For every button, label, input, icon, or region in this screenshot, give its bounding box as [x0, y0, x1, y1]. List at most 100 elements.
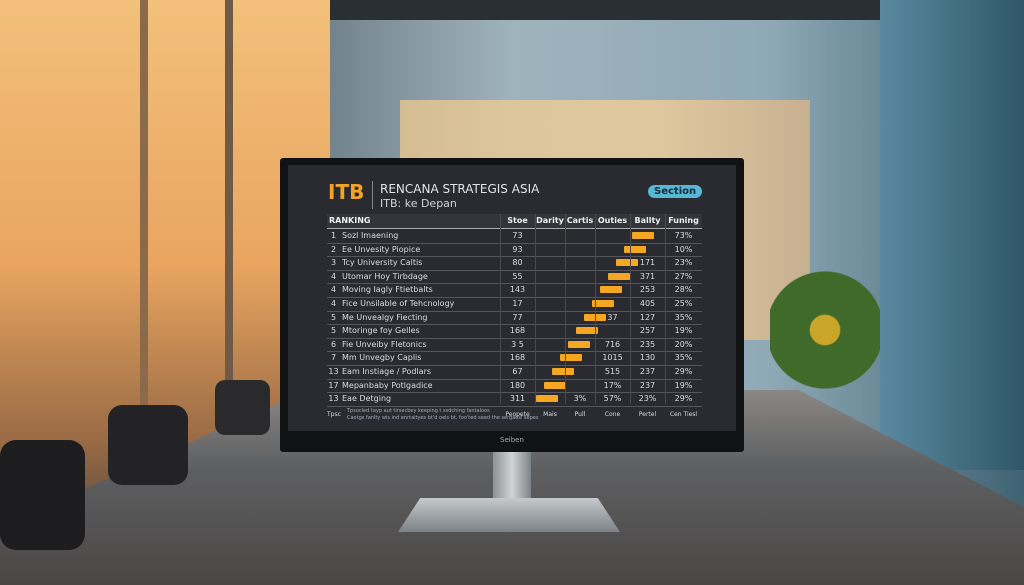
cell: 13	[328, 394, 339, 404]
row-line	[327, 283, 702, 285]
table: RANKING Stoe Darity Cartis Outies Ballty Funin…	[327, 214, 702, 421]
bar	[608, 272, 630, 280]
name-cell: Mtoringe foy Gelles	[342, 326, 420, 336]
name-cell: Tcy University Caltis	[342, 258, 423, 268]
bar	[552, 368, 574, 375]
name-cell: Utomar Hoy Tirbdage	[342, 271, 428, 281]
cell: 1015	[602, 353, 623, 363]
name-cell: Eam Instiage / Podlars	[342, 367, 432, 376]
cell: 235	[639, 339, 656, 349]
screen	[288, 165, 736, 431]
row-line	[327, 310, 702, 312]
cell: 27%	[674, 271, 693, 281]
ceiling	[330, 0, 890, 20]
window-frame	[225, 0, 233, 420]
row-line	[327, 392, 702, 394]
cell: 67	[512, 367, 523, 376]
cell: 29%	[674, 394, 693, 404]
cell: 19%	[674, 326, 693, 336]
cell: 371	[639, 271, 656, 281]
cell: 3	[330, 258, 337, 268]
cell: 93	[512, 244, 523, 254]
col-line	[535, 214, 536, 404]
cell: 17	[512, 299, 523, 308]
row-line	[327, 256, 702, 258]
cell: 73%	[674, 231, 693, 240]
cell: 55	[512, 271, 523, 281]
cell: 20%	[674, 339, 693, 349]
cell: 4	[330, 271, 337, 281]
footer-label: Pull	[574, 410, 586, 418]
cell: 515	[604, 367, 621, 376]
col-line	[595, 214, 596, 404]
cell: 13	[328, 367, 339, 376]
cell: 77	[512, 312, 523, 322]
bar	[576, 327, 598, 335]
cell: 716	[604, 339, 621, 349]
row-line	[327, 297, 702, 298]
name-cell: Eae Detging	[342, 394, 392, 404]
name-cell: Mepanbaby Potlgadice	[342, 380, 433, 390]
divider	[372, 181, 373, 209]
cell: 5	[330, 312, 337, 322]
row-line	[327, 337, 702, 339]
chair	[108, 405, 188, 485]
cell: 25%	[674, 299, 693, 308]
cell: 1	[330, 231, 337, 240]
screen-subtitle: ITB: ke Depan	[380, 197, 457, 210]
row-line	[327, 378, 702, 380]
logo: ITB	[328, 180, 365, 204]
cell: 23%	[638, 394, 657, 404]
cell: 3%	[573, 394, 587, 404]
cell: 5	[330, 326, 337, 336]
cell: 237	[639, 380, 656, 390]
cell: 405	[639, 299, 656, 308]
name-cell: Fie Unveiby Fletonics	[342, 339, 427, 349]
monitor-brand: Seiben	[500, 436, 524, 444]
col-line	[665, 214, 666, 404]
footer-tag: Tpsc	[327, 410, 341, 418]
cell: 57%	[603, 394, 622, 404]
name-cell: Mm Unvegby Caplis	[342, 353, 422, 363]
cell: 127	[639, 312, 656, 322]
col-line	[565, 214, 566, 404]
name-cell: Moving Iagly Ftietbalts	[342, 285, 433, 295]
cell: 28%	[674, 285, 693, 295]
cell: 35%	[674, 312, 693, 322]
bar	[560, 354, 582, 362]
row-line	[327, 324, 702, 326]
cell: 2	[330, 244, 337, 254]
window-frame	[140, 0, 148, 420]
header-cell: Outies	[597, 216, 628, 225]
cell: 257	[639, 326, 656, 336]
cell: 29%	[674, 367, 693, 376]
row-line	[327, 405, 702, 407]
name-cell: Ee Unvesity Piopice	[342, 244, 421, 254]
footer-note: Tpsocled tayp aut tirsecbey keeping t ss…	[347, 407, 490, 414]
header-cell: Stoe	[507, 216, 528, 225]
bar	[536, 395, 558, 403]
cell: 80	[512, 258, 523, 268]
cell: 17	[328, 380, 339, 390]
header-cell: Cartis	[566, 216, 594, 225]
header-cell: Funing	[668, 216, 699, 225]
cell: 73	[512, 231, 523, 240]
cell: 168	[509, 353, 526, 363]
name-cell: Sozl Imaening	[342, 231, 399, 240]
row-line	[327, 269, 702, 271]
bar	[616, 259, 638, 267]
bar	[632, 232, 654, 239]
col-line	[500, 214, 501, 404]
bar	[624, 245, 646, 253]
header-cell: Darity	[536, 216, 564, 225]
cell: 7	[330, 353, 337, 363]
cell: 23%	[674, 258, 693, 268]
monitor-base	[398, 498, 620, 532]
name-cell: Fice Unsilable of Tehcnology	[342, 299, 455, 308]
cell: 4	[330, 299, 337, 308]
header-cell: Ballty	[634, 216, 661, 225]
footer-label: Pertel	[638, 410, 657, 418]
cell: 6	[330, 339, 337, 349]
row-line	[327, 351, 702, 353]
